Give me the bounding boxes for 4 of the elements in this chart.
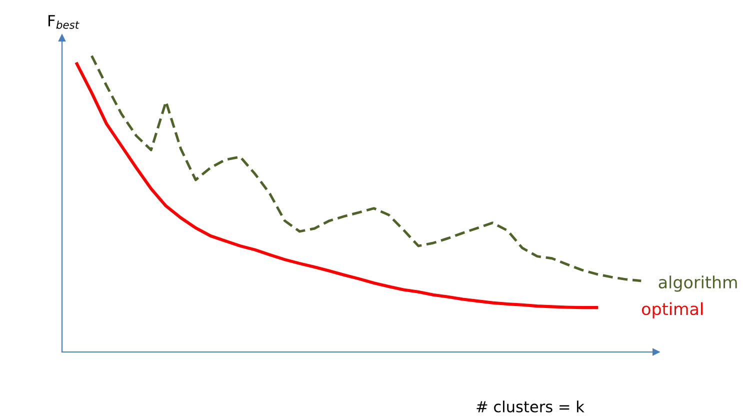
series-label: algorithm: [658, 276, 737, 292]
text: optimal: [642, 302, 702, 318]
x-axis-title: # clusters = k: [476, 400, 584, 412]
y-axis-title: F$_{best}$: [48, 15, 80, 29]
